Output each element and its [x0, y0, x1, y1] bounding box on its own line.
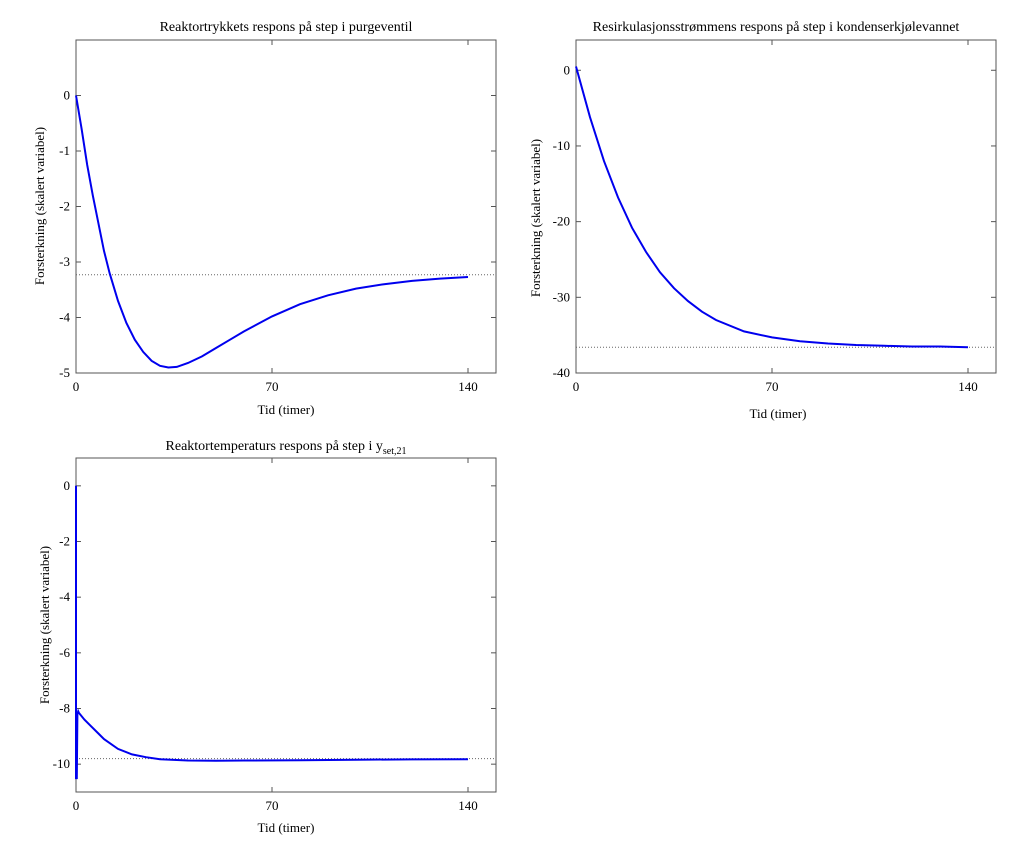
y-tick-label: 0	[64, 88, 71, 103]
chart-reaktortrykk: Reaktortrykkets respons på step i purgev…	[32, 20, 497, 417]
chart-title: Resirkulasjonsstrømmens respons på step …	[593, 20, 960, 35]
series-group	[75, 485, 469, 780]
y-tick-label: 0	[564, 62, 571, 77]
x-axis-label: Tid (timer)	[258, 402, 315, 417]
x-tick-label: 140	[458, 379, 478, 394]
x-axis-label: Tid (timer)	[258, 820, 315, 835]
y-tick-label: -1	[59, 143, 70, 158]
chart-title: Reaktortemperaturs respons på step i yse…	[166, 439, 407, 457]
tick-group: 0 70 140 0 -10 -20 -30 -40	[553, 40, 996, 394]
y-tick-label: -3	[59, 254, 70, 269]
y-tick-label: -10	[553, 138, 570, 153]
x-tick-label: 70	[766, 379, 779, 394]
x-tick-label: 70	[266, 379, 279, 394]
plot-area	[75, 457, 497, 793]
y-tick-label: -10	[53, 756, 70, 771]
plot-area	[575, 39, 997, 374]
plot-area	[75, 39, 497, 374]
series-group	[575, 66, 969, 349]
y-tick-label: -6	[59, 645, 70, 660]
tick-group: 0 70 140 0 -2 -4 -6 -8 -10	[53, 458, 496, 813]
tick-group: 0 70 140 0 -1 -2 -3 -4 -5	[59, 40, 496, 394]
chart-reaktortemperatur: Reaktortemperaturs respons på step i yse…	[37, 439, 497, 835]
x-tick-label: 140	[458, 798, 478, 813]
x-tick-label: 0	[73, 798, 80, 813]
y-tick-label: -5	[59, 365, 70, 380]
y-axis-label: Forsterkning (skalert variabel)	[32, 127, 47, 285]
y-tick-label: -40	[553, 365, 570, 380]
chart-resirkulasjonsstrom: Resirkulasjonsstrømmens respons på step …	[528, 20, 997, 421]
x-tick-label: 140	[958, 379, 978, 394]
title-subscript: set,21	[383, 446, 407, 457]
response-curve	[575, 66, 969, 349]
y-tick-label: -20	[553, 214, 570, 229]
y-tick-label: 0	[64, 478, 71, 493]
y-tick-label: -2	[59, 199, 70, 214]
x-tick-label: 0	[73, 379, 80, 394]
y-tick-label: -2	[59, 534, 70, 549]
series-group	[75, 95, 469, 369]
y-tick-label: -4	[59, 589, 70, 604]
x-tick-label: 70	[266, 798, 279, 813]
y-axis-label: Forsterkning (skalert variabel)	[528, 139, 543, 297]
y-axis-label: Forsterkning (skalert variabel)	[37, 546, 52, 704]
chart-title: Reaktortrykkets respons på step i purgev…	[160, 20, 413, 35]
response-curve	[75, 95, 469, 369]
x-axis-label: Tid (timer)	[750, 406, 807, 421]
y-tick-label: -30	[553, 289, 570, 304]
y-tick-label: -4	[59, 310, 70, 325]
x-tick-label: 0	[573, 379, 580, 394]
y-tick-label: -8	[59, 701, 70, 716]
response-curve	[75, 485, 469, 780]
title-main: Reaktortemperaturs respons på step i y	[166, 439, 383, 454]
